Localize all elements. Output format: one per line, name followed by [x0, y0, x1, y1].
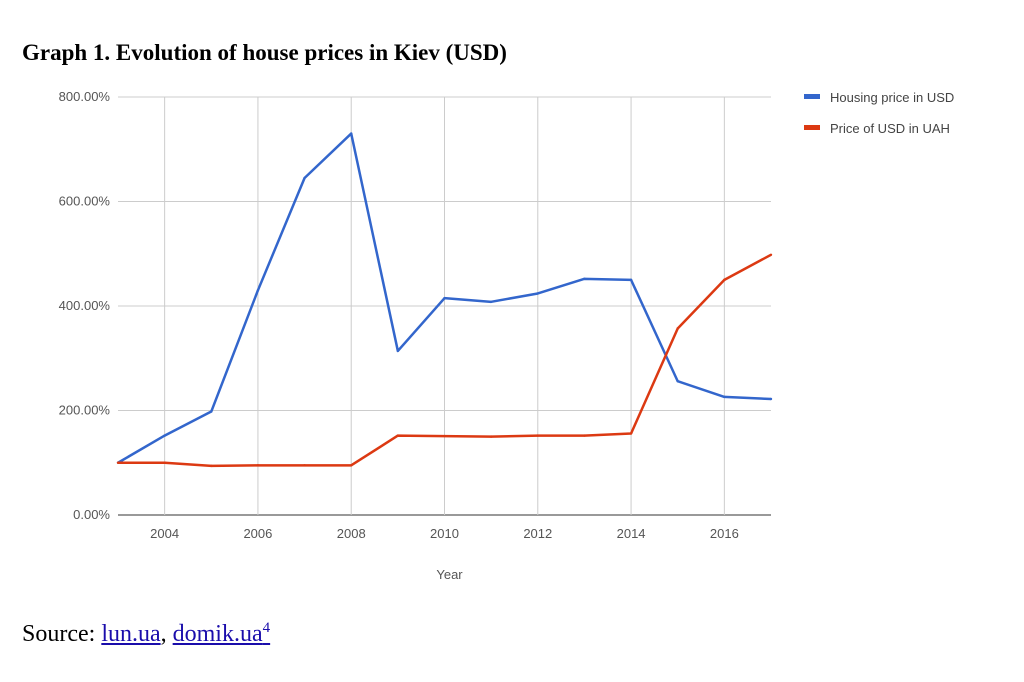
data-point — [256, 289, 260, 292]
x-tick-label: 2012 — [523, 526, 552, 541]
data-point — [676, 380, 679, 383]
y-tick-label: 400.00% — [59, 298, 111, 313]
chart-grid — [118, 96, 771, 516]
data-point — [629, 432, 633, 435]
data-point — [769, 397, 773, 401]
data-point — [210, 410, 213, 413]
x-tick-label: 2016 — [710, 526, 739, 541]
source-line: Source: lun.ua, domik.ua4 — [22, 620, 270, 648]
x-axis-ticks: 2004 2006 2008 2010 2012 2014 2016 — [150, 526, 739, 541]
source-link-lun[interactable]: lun.ua — [101, 621, 161, 647]
data-point — [769, 253, 773, 256]
data-point — [676, 327, 679, 330]
y-tick-label: 600.00% — [59, 194, 111, 209]
series-lines — [116, 132, 773, 468]
legend-label: Housing price in USD — [830, 90, 954, 105]
data-point — [350, 132, 353, 135]
data-point — [489, 300, 493, 304]
footnote-marker: 4 — [262, 620, 271, 636]
data-point — [536, 292, 539, 295]
data-point — [163, 461, 166, 464]
y-tick-label: 0.00% — [73, 507, 110, 522]
legend-swatch — [804, 94, 820, 99]
data-point — [396, 434, 400, 437]
source-prefix: Source: — [22, 621, 102, 647]
data-point — [489, 435, 493, 438]
x-axis-label: Year — [436, 567, 463, 582]
data-point — [629, 278, 633, 282]
data-point — [443, 296, 446, 300]
data-point — [210, 464, 213, 468]
source-separator: , — [160, 621, 173, 647]
x-tick-label: 2014 — [617, 526, 646, 541]
source-link-domik-text: domik.ua — [172, 621, 263, 647]
data-point — [536, 434, 539, 437]
data-point — [116, 461, 120, 464]
data-point — [303, 464, 306, 467]
legend-label: Price of USD in UAH — [830, 121, 950, 136]
data-point — [256, 464, 260, 467]
data-point — [443, 434, 446, 438]
x-tick-label: 2006 — [243, 526, 272, 541]
legend-swatch — [804, 125, 820, 130]
x-tick-label: 2010 — [430, 526, 459, 541]
data-point — [303, 176, 306, 180]
x-tick-label: 2008 — [337, 526, 366, 541]
data-point — [396, 349, 400, 353]
source-link-domik[interactable]: domik.ua4 — [172, 620, 271, 647]
y-tick-label: 200.00% — [59, 403, 111, 418]
data-point — [583, 277, 586, 281]
data-point — [583, 434, 586, 437]
data-point — [163, 434, 166, 437]
x-tick-label: 2004 — [150, 526, 179, 541]
chart-title: Graph 1. Evolution of house prices in Ki… — [22, 40, 507, 65]
data-point — [723, 395, 726, 399]
chart-legend: Housing price in USD Price of USD in UAH — [804, 90, 954, 136]
data-point — [350, 464, 353, 467]
line-chart: 0.00%200.00%400.00%600.00%800.00% 2004 20… — [59, 89, 955, 582]
y-tick-label: 800.00% — [59, 89, 111, 104]
y-axis-ticks: 0.00% 200.00% 400.00% 600.00% 800.00% — [59, 89, 111, 522]
data-point — [723, 278, 726, 282]
